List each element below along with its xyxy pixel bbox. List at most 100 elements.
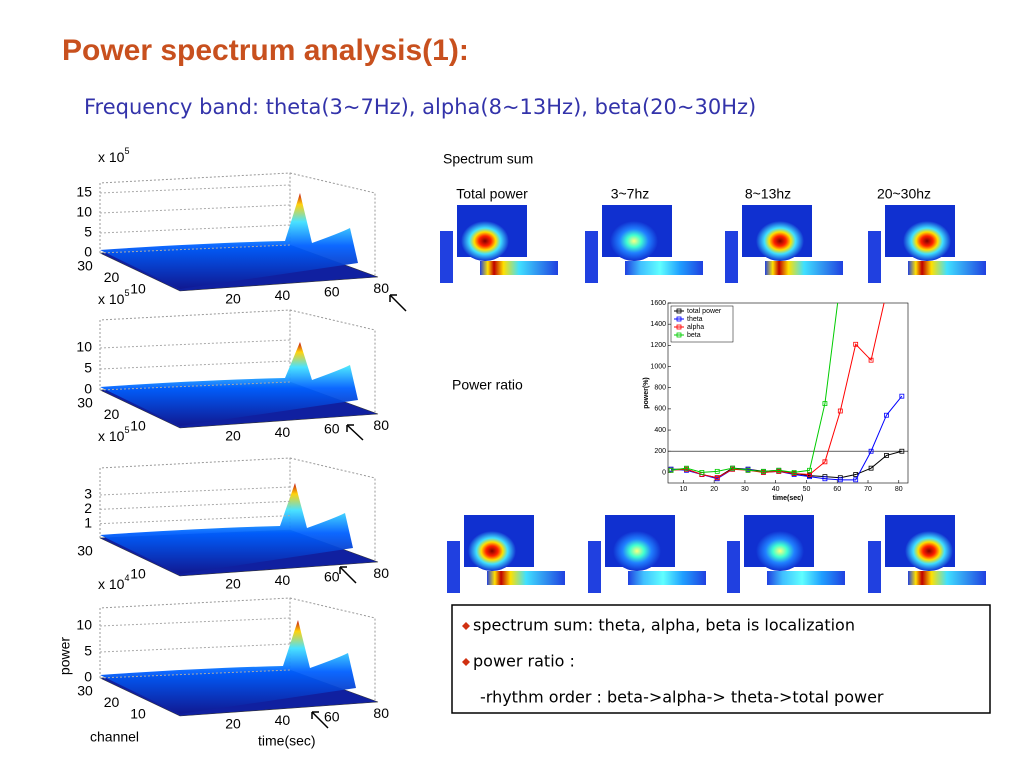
bullet (462, 622, 470, 630)
slide-title: Power spectrum analysis(1): (62, 34, 469, 67)
x-tick-label: 50 (803, 486, 811, 493)
scale-text: x 10 (98, 576, 125, 592)
heatmap-side (440, 231, 453, 283)
time-tick-label: 40 (275, 424, 291, 440)
scale-exponent: 5 (124, 425, 129, 435)
y-axis-label: channel (90, 729, 139, 745)
series-marker (837, 477, 843, 483)
heatmap-bottom (628, 571, 706, 585)
scale-label: x 104 (98, 573, 129, 591)
channel-tick-label: 30 (77, 683, 93, 699)
heatmap (868, 515, 986, 593)
y-tick-label: 1400 (650, 321, 666, 328)
heatmap-side (447, 541, 460, 593)
series-marker (776, 467, 782, 473)
legend-label: beta (687, 332, 701, 339)
legend-marker (676, 332, 682, 338)
heatmap-side (725, 231, 738, 283)
plot-lines (668, 280, 905, 483)
channel-tick-label: 30 (77, 258, 93, 274)
series-marker (853, 472, 859, 477)
scale-text: x 10 (98, 149, 125, 165)
y-tick-label: 1200 (650, 342, 666, 349)
scale-text: x 10 (98, 291, 125, 307)
heatmap (868, 205, 986, 283)
series-marker (822, 459, 828, 465)
z-tick-label: 5 (84, 643, 92, 659)
series-marker (884, 453, 889, 458)
spectrum-header: 20~30hz (877, 186, 931, 202)
heatmap-blob (610, 221, 658, 261)
series-line (671, 303, 839, 473)
y-tick-label: 1000 (650, 363, 666, 370)
series-marker (884, 412, 889, 418)
heatmap-bottom (480, 261, 558, 275)
heatmap-bottom (908, 571, 986, 585)
z-axis-label: power (57, 637, 73, 675)
scale-exponent: 5 (124, 146, 129, 156)
y-tick-label: 800 (654, 385, 666, 392)
series-marker (745, 467, 751, 473)
spectrum-sum-label: Spectrum sum (443, 151, 533, 167)
legend-label: theta (687, 316, 703, 323)
heatmap-blob (905, 531, 953, 571)
z-tick-label: 10 (76, 204, 92, 220)
heatmap-side (588, 541, 601, 593)
x-axis-label: time(sec) (773, 495, 804, 502)
heatmap (447, 515, 565, 593)
spectrum-header: 3~7hz (611, 186, 650, 202)
z-grid-line (99, 486, 291, 496)
heatmap (727, 515, 845, 593)
x-tick-label: 80 (895, 486, 903, 493)
z-tick-label: 0 (84, 244, 92, 260)
z-tick-label: 10 (76, 339, 92, 355)
channel-tick-label: 20 (104, 406, 120, 422)
y-axis-label: power(%) (643, 377, 650, 409)
series-marker (807, 467, 812, 473)
heatmap-bottom (625, 261, 703, 275)
z-grid-line (99, 500, 291, 510)
z-tick-label: 5 (84, 360, 92, 376)
heatmap-side (868, 231, 881, 283)
heatmap-blob (903, 221, 951, 261)
heatmap-bottom (487, 571, 565, 585)
bullet (462, 658, 470, 666)
heatmap (585, 205, 703, 283)
z-grid-line (99, 184, 291, 194)
note-text: power ratio : (473, 652, 575, 671)
heatmap (725, 205, 843, 283)
series-marker (684, 465, 689, 471)
series-marker (714, 468, 720, 474)
series-marker (838, 280, 842, 284)
power-ratio-label: Power ratio (452, 377, 523, 393)
series-marker (868, 465, 874, 471)
series-marker (899, 448, 905, 454)
box-wall (99, 172, 376, 275)
heatmap (440, 205, 558, 283)
heatmap-side (585, 231, 598, 283)
legend-marker (676, 316, 682, 322)
surface (100, 342, 358, 426)
legend-label: total power (687, 308, 722, 315)
time-tick-label: 60 (324, 421, 340, 437)
x-tick-label: 30 (741, 486, 749, 493)
y-tick-label: 0 (662, 469, 666, 476)
z-tick-label: 1 (84, 514, 92, 530)
arrows (311, 294, 407, 729)
series-marker (699, 470, 705, 475)
channel-tick-label: 10 (130, 281, 146, 297)
notes-box (451, 604, 991, 714)
legend-label: alpha (687, 324, 704, 331)
series-marker (853, 477, 859, 483)
series-marker (791, 470, 797, 475)
z-grid-line (99, 224, 291, 234)
z-grid-line (99, 339, 291, 349)
surface (100, 620, 356, 714)
channel-tick-label: 30 (77, 395, 93, 411)
series-line (671, 395, 903, 481)
time-tick-label: 20 (225, 291, 241, 307)
scale-exponent: 4 (124, 573, 129, 583)
heatmap-bottom (908, 261, 986, 275)
